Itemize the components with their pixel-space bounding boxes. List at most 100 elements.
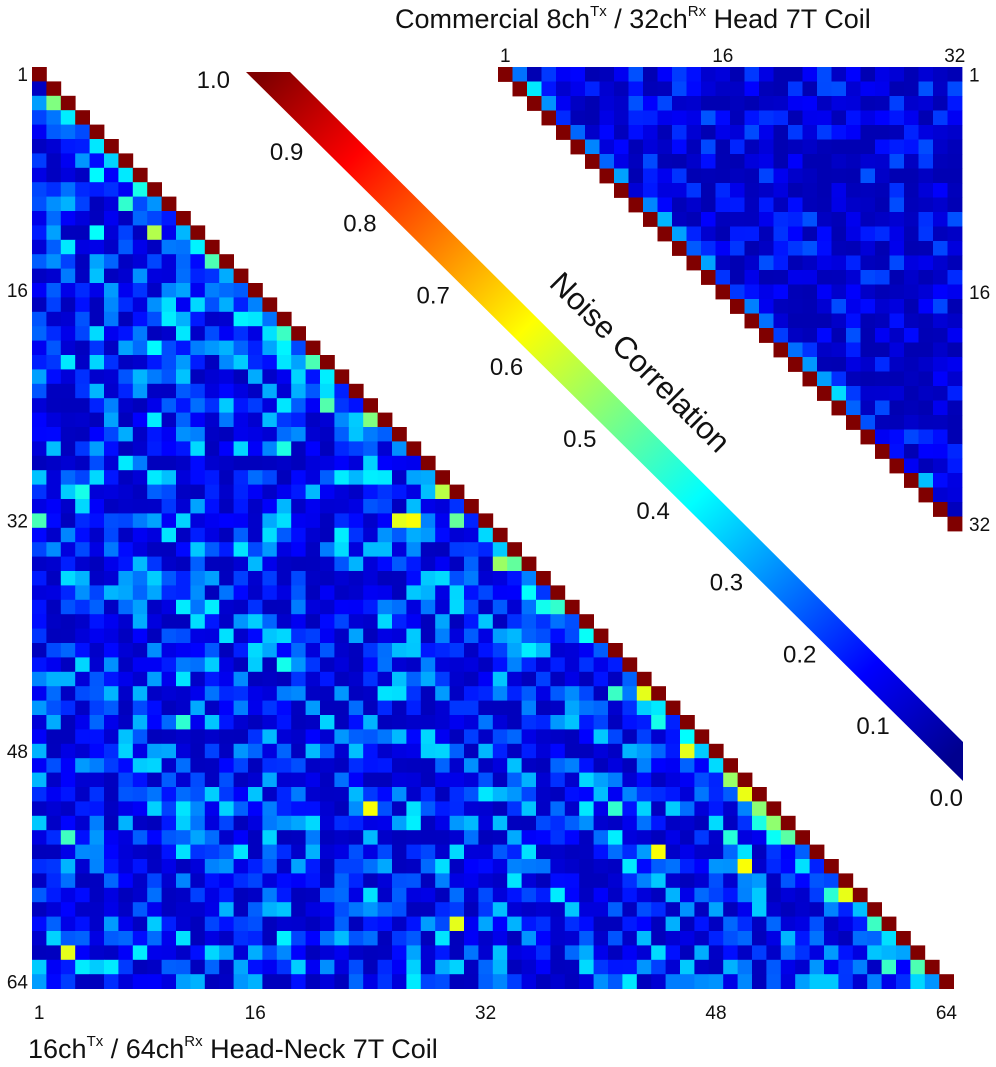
- matrix-cell: [680, 772, 695, 788]
- matrix-cell: [204, 815, 220, 831]
- matrix-cell: [204, 513, 220, 529]
- matrix-cell: [918, 429, 934, 445]
- matrix-cell: [104, 585, 119, 601]
- matrix-cell: [348, 700, 364, 716]
- matrix-cell: [579, 887, 594, 903]
- matrix-cell: [665, 844, 681, 860]
- matrix-cell: [377, 455, 393, 471]
- matrix-cell: [628, 110, 644, 126]
- matrix-cell: [75, 239, 90, 255]
- matrix-cell: [406, 686, 422, 701]
- matrix-cell: [233, 931, 249, 946]
- matrix-cell: [406, 470, 422, 485]
- matrix-cell: [636, 758, 652, 773]
- matrix-cell: [860, 255, 876, 271]
- matrix-cell: [492, 571, 508, 586]
- matrix-cell: [723, 787, 738, 802]
- matrix-cell: [628, 81, 644, 97]
- matrix-cell: [262, 830, 278, 845]
- matrix-cell: [89, 743, 105, 759]
- matrix-cell: [305, 398, 321, 413]
- matrix-cell: [46, 758, 62, 773]
- matrix-cell: [32, 916, 47, 932]
- matrix-cell: [579, 758, 594, 773]
- matrix-cell: [780, 844, 796, 860]
- matrix-cell: [32, 902, 47, 917]
- matrix-cell: [248, 715, 263, 730]
- matrix-cell: [363, 801, 378, 817]
- matrix-cell: [219, 801, 234, 817]
- matrix-cell: [233, 470, 249, 485]
- matrix-cell: [651, 729, 666, 745]
- matrix-cell: [478, 614, 494, 629]
- matrix-cell: [334, 873, 350, 889]
- matrix-cell: [118, 873, 134, 889]
- matrix-cell: [147, 628, 162, 644]
- matrix-cell: [788, 183, 803, 198]
- matrix-cell: [701, 81, 716, 97]
- matrix-cell: [507, 628, 522, 644]
- matrix-cell: [904, 386, 919, 401]
- matrix-cell: [348, 643, 364, 658]
- matrix-cell: [377, 571, 393, 586]
- matrix-cell: [320, 455, 335, 471]
- matrix-cell: [492, 974, 508, 989]
- matrix-cell: [918, 255, 934, 271]
- matrix-cell: [788, 125, 803, 140]
- matrix-cell: [564, 873, 580, 889]
- matrix-cell: [579, 801, 594, 817]
- matrix-cell: [204, 239, 220, 255]
- matrix-cell: [291, 772, 306, 788]
- matrix-cell: [204, 326, 220, 341]
- matrix-cell: [817, 386, 832, 401]
- matrix-cell: [377, 815, 393, 831]
- matrix-cell: [132, 686, 148, 701]
- matrix-cell: [708, 974, 724, 989]
- matrix-cell: [276, 383, 292, 399]
- matrix-cell: [636, 743, 652, 759]
- matrix-cell: [32, 427, 47, 442]
- matrix-cell: [759, 212, 774, 227]
- matrix-cell: [464, 715, 479, 730]
- matrix-cell: [406, 700, 422, 716]
- matrix-cell: [262, 614, 278, 629]
- matrix-cell: [715, 110, 731, 126]
- matrix-cell: [564, 959, 580, 975]
- matrix-cell: [248, 556, 263, 572]
- matrix-cell: [291, 398, 306, 413]
- matrix-cell: [262, 671, 278, 687]
- matrix-cell: [75, 254, 90, 269]
- matrix-cell: [773, 226, 789, 242]
- matrix-cell: [628, 125, 644, 140]
- matrix-cell: [686, 139, 702, 155]
- matrix-cell: [176, 700, 191, 716]
- matrix-cell: [75, 124, 90, 140]
- matrix-cell: [291, 369, 306, 385]
- matrix-cell: [190, 859, 206, 874]
- matrix-cell: [276, 527, 292, 543]
- matrix-cell: [75, 945, 90, 961]
- matrix-cell: [406, 643, 422, 658]
- matrix-cell: [550, 830, 566, 845]
- matrix-cell: [817, 197, 832, 213]
- matrix-cell: [744, 226, 760, 242]
- matrix-cell: [320, 585, 335, 601]
- matrix-cell: [933, 168, 948, 184]
- matrix-cell: [305, 743, 321, 759]
- matrix-cell: [464, 657, 479, 673]
- matrix-cell: [694, 916, 710, 932]
- matrix-cell: [60, 513, 76, 529]
- matrix-cell: [132, 830, 148, 845]
- matrix-cell: [60, 743, 76, 759]
- matrix-cell: [802, 284, 818, 300]
- matrix-cell: [132, 225, 148, 241]
- matrix-cell: [788, 328, 803, 343]
- matrix-cell: [248, 974, 263, 989]
- matrix-cell: [147, 599, 162, 615]
- matrix-cell: [889, 139, 905, 155]
- colorbar-tick-label: 0.2: [783, 641, 816, 668]
- matrix-cell: [118, 743, 134, 759]
- matrix-cell: [89, 412, 105, 428]
- matrix-cell: [636, 844, 652, 860]
- matrix-cell: [334, 499, 350, 514]
